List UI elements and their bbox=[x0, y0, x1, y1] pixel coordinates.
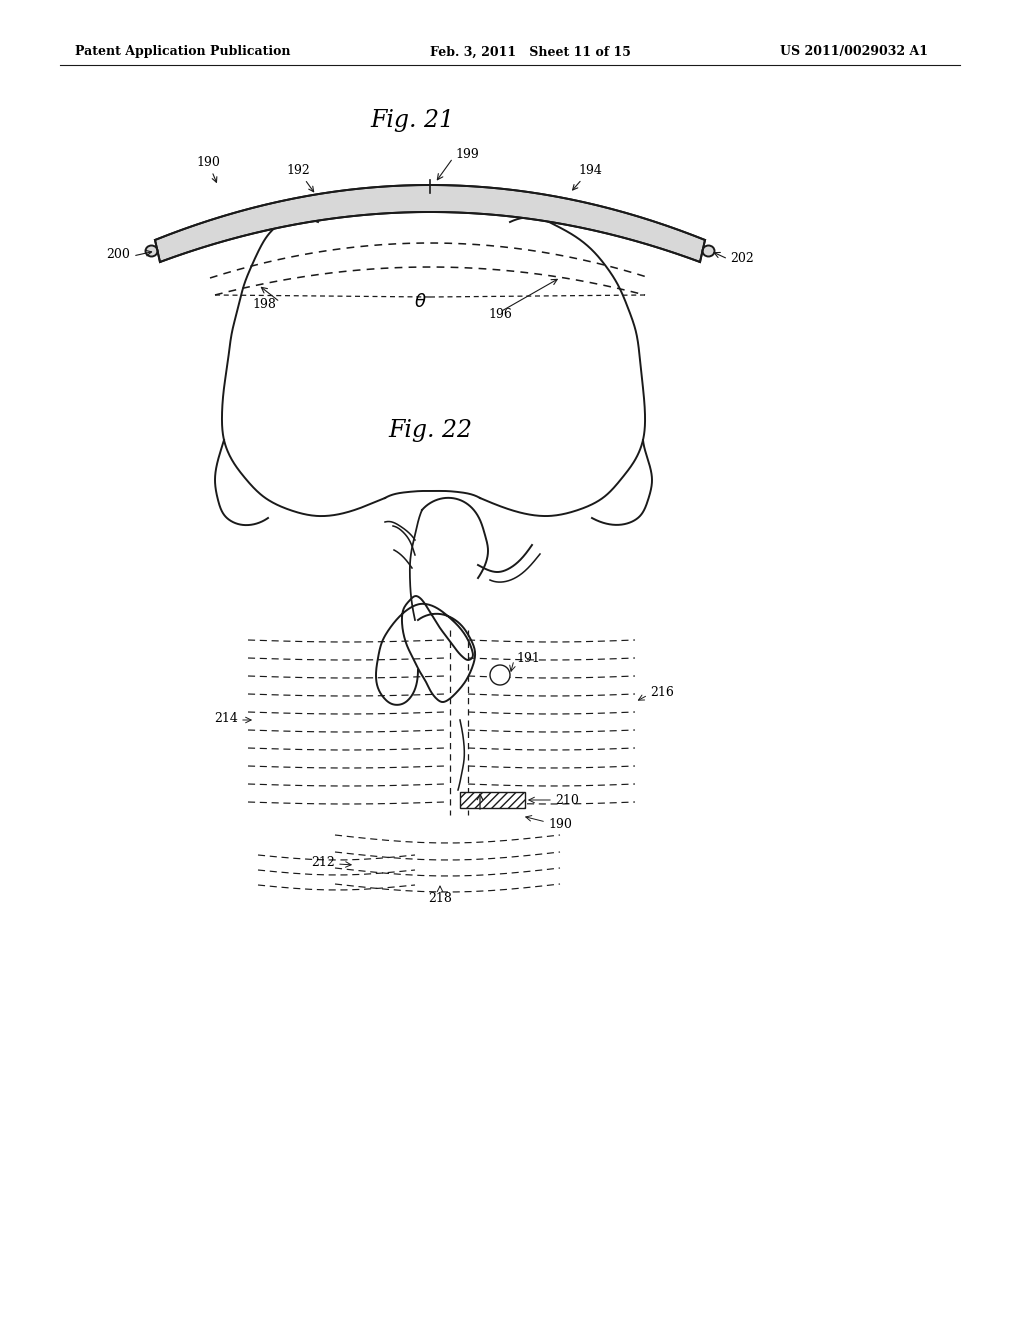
Text: 190: 190 bbox=[196, 156, 220, 182]
Text: 196: 196 bbox=[488, 309, 512, 322]
Text: 200: 200 bbox=[106, 248, 130, 261]
Text: 194: 194 bbox=[572, 164, 602, 190]
Text: 192: 192 bbox=[286, 164, 313, 191]
Polygon shape bbox=[155, 185, 705, 261]
Circle shape bbox=[490, 665, 510, 685]
Text: 202: 202 bbox=[730, 252, 754, 264]
Text: 191: 191 bbox=[516, 652, 540, 664]
Text: 190: 190 bbox=[548, 817, 571, 830]
Text: 218: 218 bbox=[428, 892, 452, 906]
Text: 214: 214 bbox=[214, 711, 238, 725]
Text: Feb. 3, 2011   Sheet 11 of 15: Feb. 3, 2011 Sheet 11 of 15 bbox=[430, 45, 631, 58]
Ellipse shape bbox=[702, 246, 715, 256]
Text: $\theta$: $\theta$ bbox=[414, 293, 426, 312]
Text: 199: 199 bbox=[455, 149, 479, 161]
Text: 198: 198 bbox=[252, 298, 275, 312]
Text: Fig. 22: Fig. 22 bbox=[388, 418, 472, 441]
Text: 212: 212 bbox=[311, 855, 335, 869]
Text: Fig. 21: Fig. 21 bbox=[370, 108, 454, 132]
Text: 210: 210 bbox=[555, 793, 579, 807]
Ellipse shape bbox=[145, 246, 158, 256]
Text: US 2011/0029032 A1: US 2011/0029032 A1 bbox=[780, 45, 928, 58]
Bar bbox=[460, 792, 525, 808]
Text: 216: 216 bbox=[650, 685, 674, 698]
Text: Patent Application Publication: Patent Application Publication bbox=[75, 45, 291, 58]
